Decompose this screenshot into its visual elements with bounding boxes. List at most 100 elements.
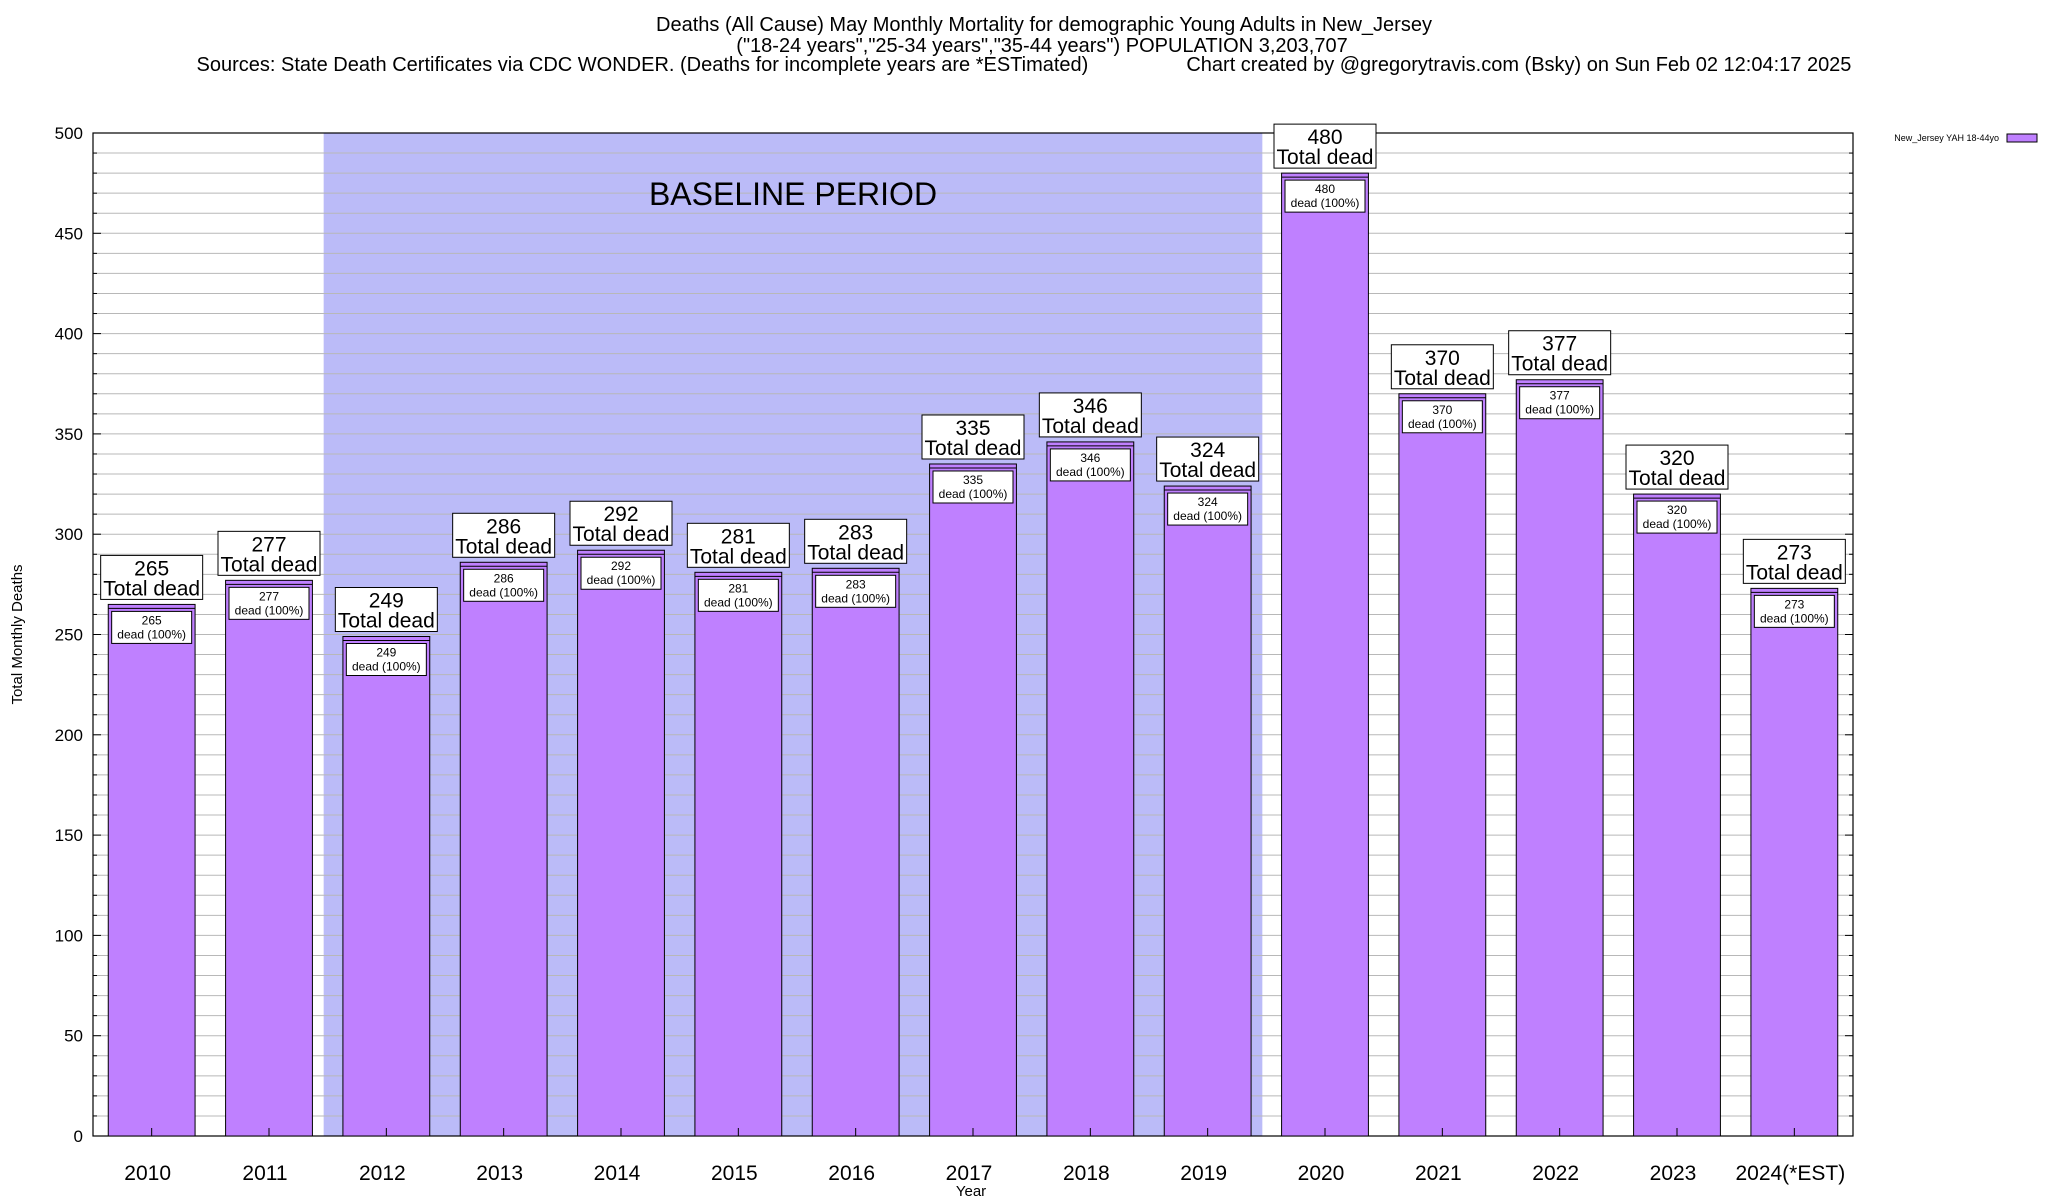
total-label-value: 377 — [1542, 333, 1577, 356]
sources-text: Sources: State Death Certificates via CD… — [196, 54, 1089, 76]
chart-title: Deaths (All Cause) May Monthly Mortality… — [656, 14, 1432, 36]
total-label-value: 283 — [838, 521, 873, 544]
x-tick-label: 2024(*EST) — [1735, 1162, 1845, 1185]
inner-label-text: dead (100%) — [939, 487, 1008, 501]
y-tick-label: 500 — [55, 124, 83, 143]
y-tick-label: 150 — [55, 826, 83, 845]
total-label-box — [686, 522, 790, 568]
inner-label-box — [1049, 448, 1131, 482]
inner-label-box — [1401, 400, 1483, 434]
bar — [1163, 485, 1252, 1137]
inner-label-text: dead (100%) — [1760, 611, 1829, 625]
total-label-text: Total dead — [1629, 467, 1726, 490]
total-label-box — [1156, 436, 1260, 482]
inner-label-value: 265 — [142, 613, 162, 627]
total-label-value: 324 — [1190, 439, 1225, 462]
total-label-box — [1742, 538, 1846, 584]
inner-label-text: dead (100%) — [117, 627, 186, 641]
inner-label-text: dead (100%) — [1173, 509, 1242, 523]
bar — [811, 567, 900, 1137]
inner-label-text: dead (100%) — [1408, 417, 1477, 431]
total-label-value: 480 — [1307, 126, 1342, 149]
y-tick-label: 450 — [55, 224, 83, 243]
inner-label-value: 283 — [846, 577, 866, 591]
inner-label-box — [697, 578, 779, 612]
total-label-text: Total dead — [1277, 146, 1374, 169]
total-label-text: Total dead — [1042, 415, 1139, 438]
x-tick-label: 2021 — [1415, 1162, 1462, 1185]
total-label-box — [804, 518, 908, 564]
y-axis-label: Total Monthly Deaths — [9, 564, 26, 704]
total-label-text: Total dead — [1746, 561, 1843, 584]
bar — [929, 463, 1017, 1137]
inner-label-text: dead (100%) — [1525, 403, 1594, 417]
inner-label-value: 320 — [1667, 503, 1687, 517]
x-tick-label: 2010 — [124, 1162, 171, 1185]
inner-label-box — [345, 643, 427, 677]
total-label-value: 281 — [721, 525, 756, 548]
total-label-text: Total dead — [573, 523, 670, 546]
inner-label-text: dead (100%) — [469, 585, 538, 599]
inner-label-text: dead (100%) — [821, 591, 890, 605]
inner-label-value: 292 — [611, 559, 631, 573]
inner-label-value: 286 — [494, 571, 514, 585]
bar — [577, 549, 665, 1137]
legend-label: New_Jersey YAH 18-44yo — [1894, 133, 1999, 143]
bar — [107, 603, 196, 1137]
total-label-box — [1390, 344, 1494, 390]
total-label-value: 277 — [251, 533, 286, 556]
inner-label-value: 335 — [963, 473, 983, 487]
total-label-box — [1273, 123, 1377, 169]
inner-label-box — [1753, 594, 1835, 628]
inner-label-value: 480 — [1315, 182, 1335, 196]
total-label-box — [921, 414, 1025, 460]
inner-label-box — [580, 556, 662, 590]
total-label-text: Total dead — [925, 437, 1022, 460]
inner-label-value: 324 — [1198, 495, 1218, 509]
bar — [1515, 379, 1604, 1137]
inner-label-value: 377 — [1550, 389, 1570, 403]
total-label-box — [569, 500, 673, 546]
bar — [694, 571, 783, 1137]
inner-label-box — [1284, 179, 1366, 213]
total-label-box — [1038, 392, 1142, 438]
x-tick-label: 2013 — [476, 1162, 523, 1185]
x-tick-label: 2017 — [946, 1162, 993, 1185]
inner-label-value: 281 — [728, 581, 748, 595]
total-label-value: 265 — [134, 557, 169, 580]
inner-label-value: 370 — [1432, 403, 1452, 417]
x-tick-label: 2016 — [828, 1162, 875, 1185]
total-label-value: 320 — [1659, 447, 1694, 470]
total-label-value: 249 — [369, 590, 404, 613]
inner-label-text: dead (100%) — [1056, 465, 1125, 479]
x-tick-label: 2012 — [359, 1162, 406, 1185]
bar — [1633, 493, 1721, 1137]
inner-label-box — [932, 470, 1014, 504]
bar — [225, 579, 313, 1137]
bar — [1398, 393, 1487, 1137]
inner-label-value: 273 — [1784, 597, 1804, 611]
total-label-value: 292 — [603, 503, 638, 526]
y-tick-label: 400 — [55, 325, 83, 344]
x-tick-label: 2011 — [242, 1162, 287, 1185]
total-label-box — [452, 512, 556, 558]
bar — [1046, 441, 1135, 1137]
inner-label-text: dead (100%) — [1643, 517, 1712, 531]
inner-label-box — [1167, 492, 1249, 526]
inner-label-box — [815, 574, 897, 608]
x-tick-label: 2014 — [594, 1162, 641, 1185]
total-label-box — [1625, 444, 1729, 490]
inner-label-box — [111, 610, 193, 644]
total-label-value: 335 — [955, 417, 990, 440]
inner-label-box — [463, 568, 545, 602]
total-label-value: 346 — [1073, 395, 1108, 418]
credit-text: Chart created by @gregorytravis.com (Bsk… — [1186, 54, 1852, 76]
inner-label-text: dead (100%) — [352, 660, 421, 674]
x-axis-label: Year — [956, 1183, 986, 1200]
total-label-text: Total dead — [221, 553, 318, 576]
chart-subtitle: ("18-24 years","25-34 years","35-44 year… — [736, 35, 1348, 57]
total-label-text: Total dead — [455, 535, 552, 558]
total-label-box — [334, 587, 438, 633]
inner-label-value: 249 — [376, 646, 396, 660]
